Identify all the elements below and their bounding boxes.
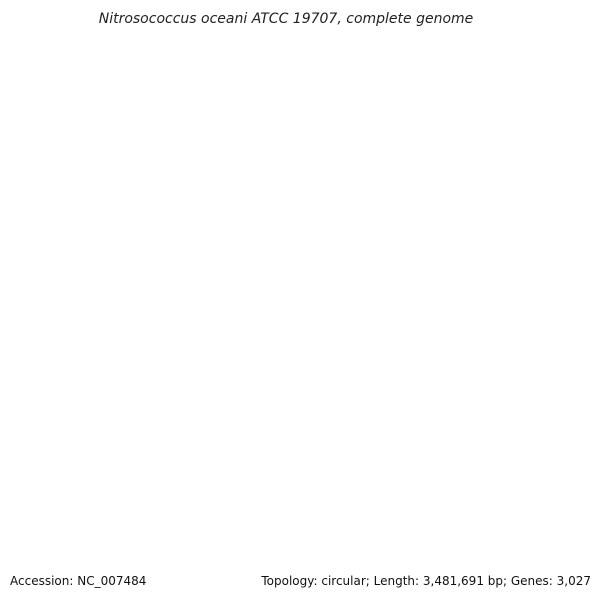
genome-summary-text: Topology: circular; Length: 3,481,691 bp… [261, 574, 591, 588]
genome-title: Nitrosococcus oceani ATCC 19707, complet… [99, 11, 474, 27]
accession-text: Accession: NC_007484 [10, 574, 147, 588]
